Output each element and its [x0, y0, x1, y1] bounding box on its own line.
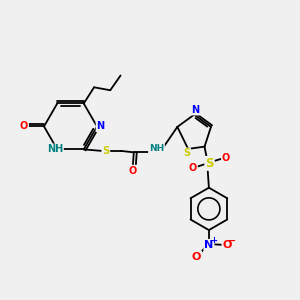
- Text: S: S: [183, 148, 190, 158]
- Text: O: O: [223, 240, 232, 250]
- Text: +: +: [210, 236, 218, 244]
- Text: NH: NH: [47, 144, 63, 154]
- Text: O: O: [128, 166, 136, 176]
- Text: N: N: [97, 122, 105, 131]
- Text: O: O: [222, 152, 230, 163]
- Text: S: S: [205, 157, 214, 170]
- Text: N: N: [204, 240, 214, 250]
- Text: N: N: [192, 105, 200, 115]
- Text: O: O: [192, 252, 201, 262]
- Text: O: O: [189, 163, 197, 173]
- Text: −: −: [227, 236, 236, 246]
- Text: S: S: [102, 146, 110, 156]
- Text: NH: NH: [149, 144, 164, 153]
- Text: O: O: [20, 122, 28, 131]
